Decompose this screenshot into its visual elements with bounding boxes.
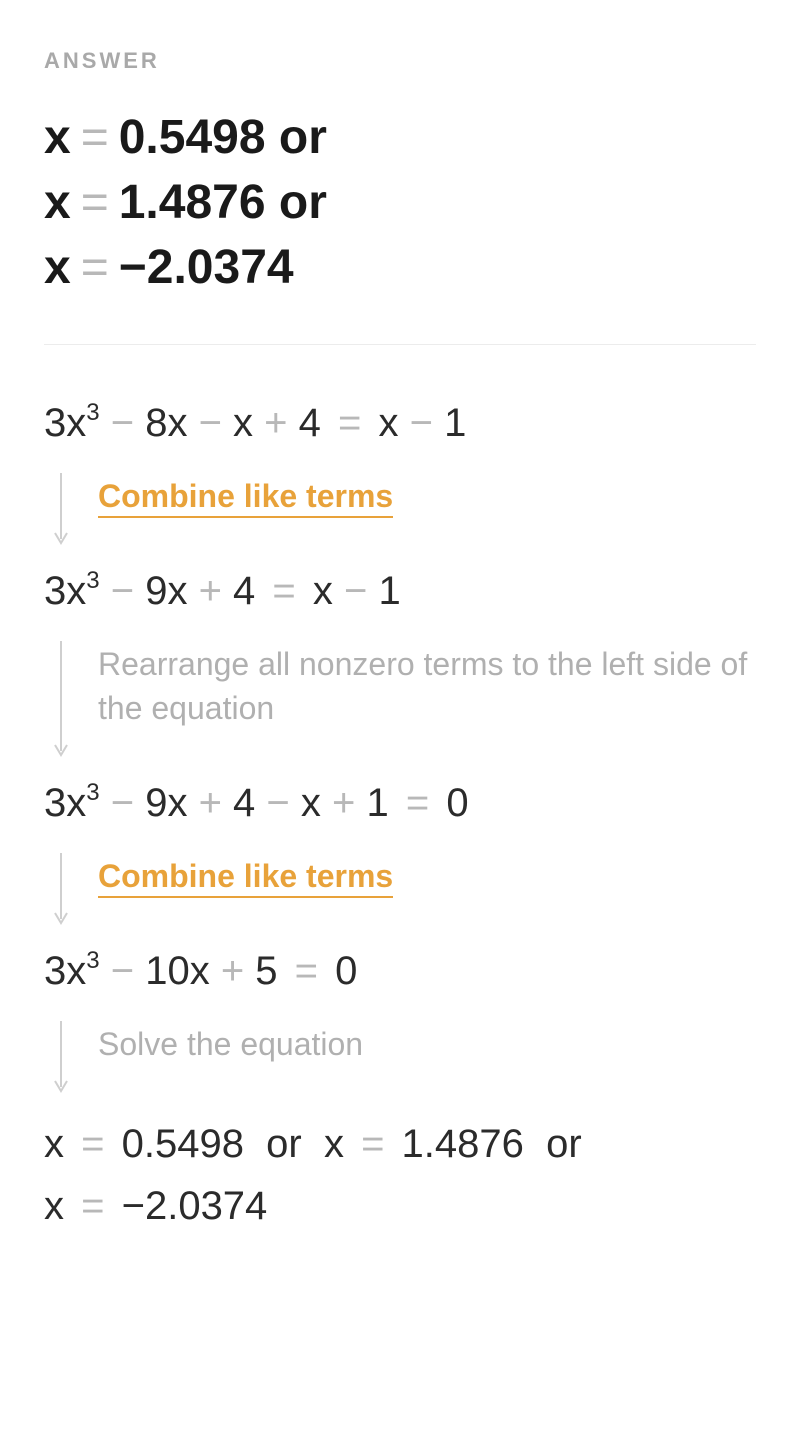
- step-hint-3[interactable]: Combine like terms: [98, 847, 393, 898]
- answer-line-2: x=1.4876 or: [44, 171, 756, 236]
- answer-var-2: x: [44, 176, 71, 229]
- equation-2: 3x3 − 9x + 4 = x − 1: [44, 565, 756, 617]
- section-label: ANSWER: [44, 48, 756, 74]
- answer-val-2: 1.4876 or: [119, 176, 327, 229]
- arrow-down-icon: [52, 471, 70, 547]
- arrow-down-icon: [52, 851, 70, 927]
- step-hint-1[interactable]: Combine like terms: [98, 467, 393, 518]
- answer-line-3: x=−2.0374: [44, 236, 756, 301]
- equals-sign: =: [71, 111, 119, 164]
- answer-block: x=0.5498 or x=1.4876 or x=−2.0374: [44, 106, 756, 300]
- step-row-1: Combine like terms: [44, 449, 756, 565]
- equation-4: 3x3 − 10x + 5 = 0: [44, 945, 756, 997]
- step-row-2: Rearrange all nonzero terms to the left …: [44, 617, 756, 777]
- arrow-down-icon: [52, 1019, 70, 1095]
- equals-sign: =: [71, 241, 119, 294]
- answer-val-3: −2.0374: [119, 241, 294, 294]
- answer-val-1: 0.5498 or: [119, 111, 327, 164]
- step-row-4: Solve the equation: [44, 997, 756, 1113]
- equals-sign: =: [71, 176, 119, 229]
- answer-var-1: x: [44, 111, 71, 164]
- answer-var-3: x: [44, 241, 71, 294]
- arrow-down-icon: [52, 639, 70, 759]
- equation-3: 3x3 − 9x + 4 − x + 1 = 0: [44, 777, 756, 829]
- equation-1: 3x3 − 8x − x + 4 = x − 1: [44, 397, 756, 449]
- step-hint-4: Solve the equation: [98, 1015, 363, 1066]
- divider: [44, 344, 756, 345]
- answer-line-1: x=0.5498 or: [44, 106, 756, 171]
- step-row-3: Combine like terms: [44, 829, 756, 945]
- final-solution: x = 0.5498 or x = 1.4876 or x = −2.0374: [44, 1113, 756, 1237]
- step-hint-2: Rearrange all nonzero terms to the left …: [98, 635, 756, 729]
